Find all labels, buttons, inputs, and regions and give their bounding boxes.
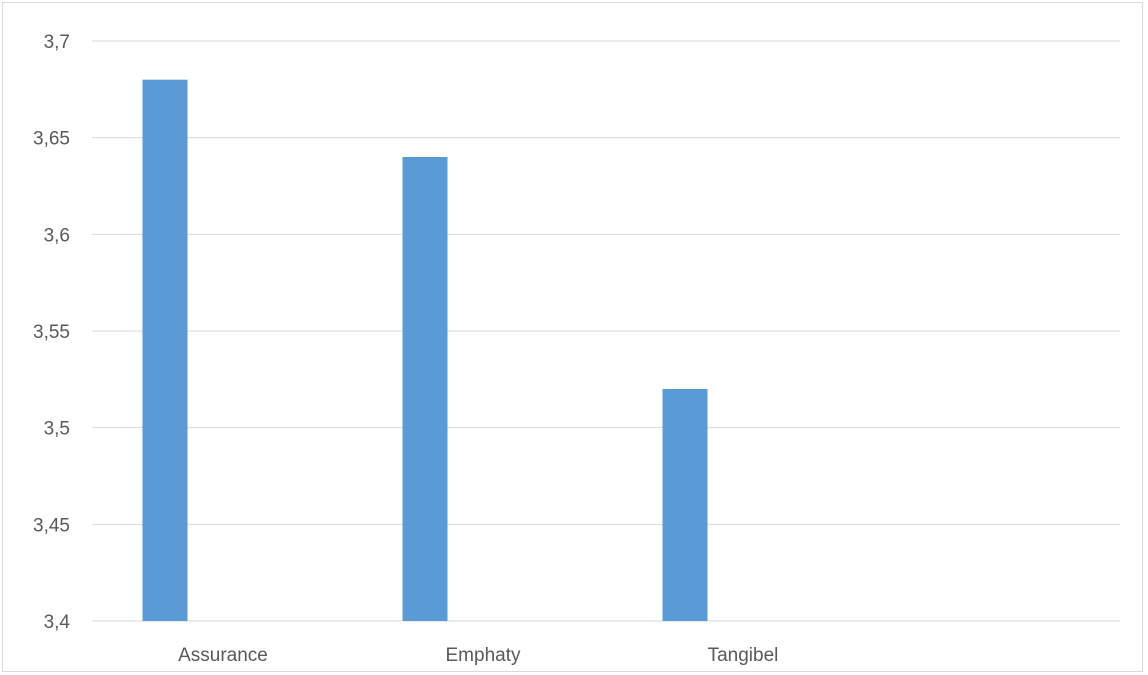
y-axis-ticks: 3,4 3,45 3,5 3,55 3,6 3,65 3,7 — [33, 32, 70, 633]
bar-assurance — [142, 79, 188, 621]
y-tick-label: 3,5 — [44, 419, 70, 440]
y-tick-label: 3,55 — [33, 322, 70, 343]
y-tick-label: 3,65 — [33, 129, 70, 150]
y-tick-label: 3,4 — [44, 612, 71, 633]
bars — [142, 79, 708, 621]
y-tick-label: 3,45 — [33, 515, 70, 536]
y-tick-label: 3,6 — [44, 225, 70, 246]
gridlines — [92, 40, 1120, 622]
x-category-label: Tangibel — [708, 645, 779, 666]
x-axis-categories: Assurance Emphaty Tangibel — [178, 645, 778, 666]
bar-emphaty — [402, 157, 448, 621]
y-tick-label: 3,7 — [44, 32, 70, 53]
x-category-label: Emphaty — [446, 645, 521, 666]
bar-tangibel — [662, 389, 708, 621]
x-category-label: Assurance — [178, 645, 268, 666]
